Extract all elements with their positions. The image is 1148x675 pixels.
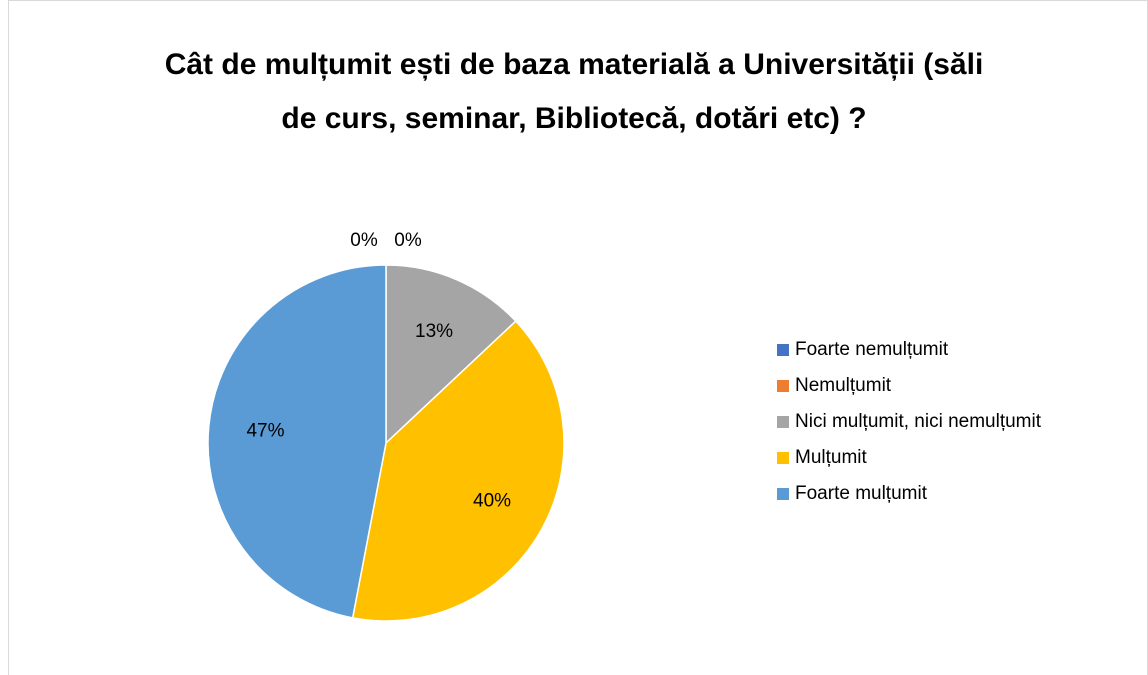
legend-swatch — [777, 416, 789, 428]
legend-label: Nici mulțumit, nici nemulțumit — [795, 411, 1042, 432]
legend-label: Mulțumit — [795, 447, 868, 468]
data-label: 0% — [350, 230, 378, 251]
chart-title: Cât de mulțumit ești de baza materială a… — [164, 48, 984, 135]
legend-swatch — [777, 452, 789, 464]
pie-slice — [207, 264, 387, 619]
legend-swatch — [777, 380, 789, 392]
data-label: 0% — [394, 230, 422, 251]
legend-swatch — [777, 488, 789, 500]
legend-label: Foarte mulțumit — [795, 483, 928, 504]
pie-slice — [351, 320, 565, 622]
data-label: 40% — [473, 490, 511, 511]
data-label: 47% — [246, 421, 284, 442]
legend-label: Foarte nemulțumit — [795, 339, 949, 360]
pie-slice — [385, 264, 517, 445]
legend-swatch — [777, 344, 789, 356]
data-label: 13% — [415, 321, 453, 342]
title-wrap: Cât de mulțumit ești de baza materială a… — [0, 38, 1148, 146]
legend-label: Nemulțumit — [795, 375, 892, 396]
